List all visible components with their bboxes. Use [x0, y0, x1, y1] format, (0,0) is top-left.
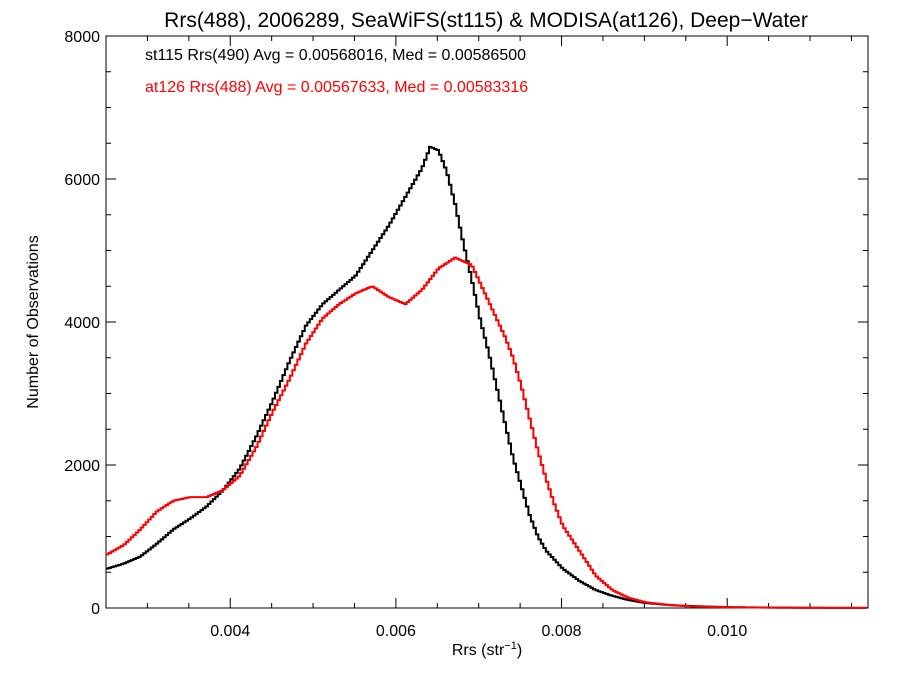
y-tick-label: 2000 [64, 458, 100, 475]
x-axis: 0.004 0.006 0.008 0.010 [146, 36, 852, 640]
annotation-at126: at126 Rrs(488) Avg = 0.00567633, Med = 0… [145, 79, 528, 96]
annotation-st115: st115 Rrs(490) Avg = 0.00568016, Med = 0… [145, 47, 526, 64]
x-tick-label: 0.010 [707, 623, 747, 640]
x-axis-label-main: Rrs (str [452, 642, 505, 659]
y-tick-label: 4000 [64, 315, 100, 332]
series-group [106, 145, 868, 609]
x-tick-label: 0.006 [376, 623, 416, 640]
y-tick-label: 8000 [64, 29, 100, 46]
x-axis-label-superscript: −1 [504, 640, 517, 652]
series-line-1 [106, 256, 868, 609]
x-axis-label-end: ) [517, 642, 522, 659]
y-axis-label: Number of Observations [25, 235, 42, 408]
y-tick-label: 0 [91, 601, 100, 618]
plot-frame [105, 35, 869, 609]
series-line-0 [106, 145, 867, 609]
x-tick-label: 0.004 [210, 623, 250, 640]
y-tick-label: 6000 [64, 172, 100, 189]
y-axis: 0 2000 4000 6000 8000 [64, 29, 868, 618]
x-axis-label: Rrs (str−1) [452, 640, 522, 659]
x-tick-label: 0.008 [542, 623, 582, 640]
chart-title: Rrs(488), 2006289, SeaWiFS(st115) & MODI… [164, 9, 808, 32]
